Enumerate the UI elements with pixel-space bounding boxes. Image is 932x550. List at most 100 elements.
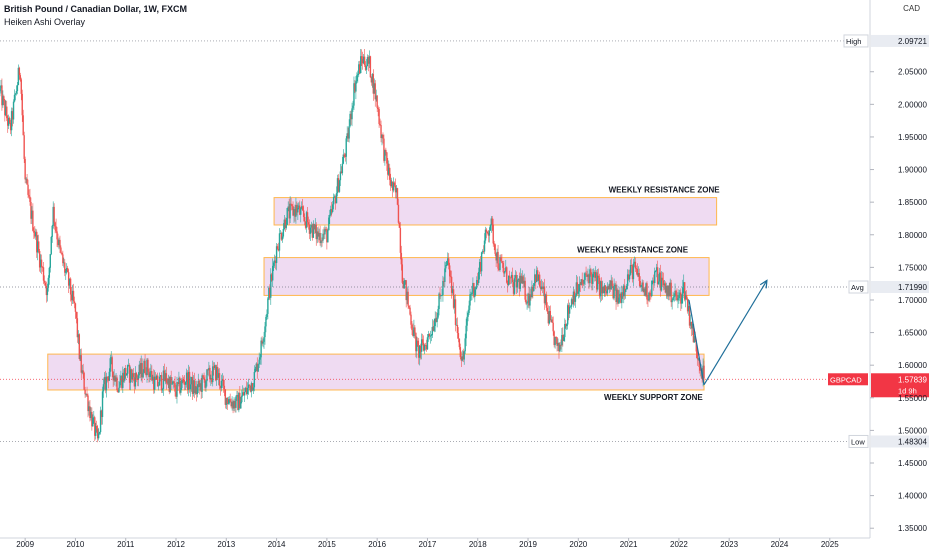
candle-body [532, 286, 534, 291]
candle-body [674, 290, 676, 297]
candle-body [384, 149, 386, 161]
candle-body [348, 126, 350, 139]
candle-body [367, 57, 370, 64]
candle-body [633, 261, 636, 264]
candle-body [669, 282, 671, 297]
candle-body [702, 365, 704, 380]
candle-body [12, 101, 15, 120]
candle-body [14, 93, 17, 95]
candle-body [616, 289, 618, 303]
candle-body [635, 268, 638, 270]
candle-body [630, 265, 633, 266]
candle-body [31, 210, 33, 219]
candle-body [235, 396, 237, 408]
candle-body [280, 233, 283, 240]
candle-body [479, 262, 482, 272]
candle-body [96, 428, 99, 439]
projection-drop-line[interactable] [688, 299, 705, 385]
candle-body [240, 402, 242, 409]
candle-body [322, 233, 324, 241]
candle-body [227, 403, 229, 405]
candle-body [4, 100, 6, 116]
candle-body [414, 327, 416, 333]
candle-body [34, 232, 36, 237]
candle-body [91, 411, 93, 427]
candle-body [22, 115, 24, 136]
candle-body [478, 271, 480, 283]
candle-body [90, 411, 92, 419]
candle-body [51, 225, 53, 237]
candle-body [165, 373, 168, 383]
candle-body [682, 287, 684, 299]
candle-body [435, 318, 437, 322]
y-tick-label: 2.00000 [898, 100, 927, 109]
x-tick-label: 2020 [569, 540, 587, 549]
candle-body [559, 344, 561, 352]
candle-body [277, 248, 280, 251]
candle-body [676, 295, 678, 301]
candle-body [302, 206, 304, 211]
y-tick-label: 2.05000 [898, 68, 927, 77]
candle-body [169, 376, 171, 392]
candle-body [106, 376, 109, 378]
projection-line[interactable] [703, 280, 768, 386]
candle-body [164, 373, 167, 381]
candle-body [670, 282, 672, 303]
y-tick-label: 1.65000 [898, 329, 927, 338]
candle-body [157, 385, 160, 387]
candle-body [135, 372, 138, 378]
candle-body [279, 233, 282, 234]
candle-body [457, 333, 460, 339]
candle-body [609, 283, 611, 290]
candle-body [57, 239, 59, 246]
candle-body [679, 292, 681, 296]
candle-body [179, 377, 181, 393]
candle-body [528, 293, 530, 306]
candle-body [573, 291, 576, 302]
candle-body [311, 225, 314, 238]
y-tick-label: 1.50000 [898, 426, 927, 435]
candle-body [71, 290, 74, 301]
candle-body [216, 367, 219, 378]
candle-body [592, 273, 594, 284]
candle-body [680, 292, 682, 304]
candle-body [197, 380, 199, 388]
candle-body [462, 356, 464, 360]
candle-body [605, 290, 608, 294]
candle-body [38, 251, 41, 268]
candle-body [463, 351, 465, 360]
candle-body [85, 393, 87, 395]
candle-body [555, 337, 557, 338]
arrow-head-icon [759, 279, 768, 289]
candle-body [476, 279, 478, 288]
candle-body [546, 307, 549, 312]
candle-body [110, 357, 112, 359]
candle-body [98, 432, 101, 434]
candle-body [407, 291, 409, 306]
candle-body [211, 377, 213, 383]
candle-body [249, 385, 252, 392]
candle-body [342, 154, 345, 164]
candle-body [703, 365, 705, 379]
candle-body [459, 347, 462, 358]
candle-body [264, 326, 266, 338]
candle-body [401, 264, 404, 283]
candle-body [691, 323, 694, 329]
candle-body [321, 240, 323, 242]
zone-box[interactable] [273, 197, 718, 226]
candle-body [639, 280, 641, 287]
candle-body [344, 156, 346, 158]
candle-body [49, 254, 51, 268]
candle-body [520, 275, 522, 284]
y-tick-label: 1.75000 [898, 263, 927, 272]
candle-body [269, 287, 271, 298]
candle-body [400, 252, 403, 265]
candle-body [275, 246, 278, 264]
candle-body [124, 368, 126, 381]
candle-body [698, 358, 700, 368]
candle-body [176, 382, 178, 397]
candle-body [77, 334, 80, 338]
candle-body [56, 231, 58, 240]
candle-body [182, 379, 184, 381]
